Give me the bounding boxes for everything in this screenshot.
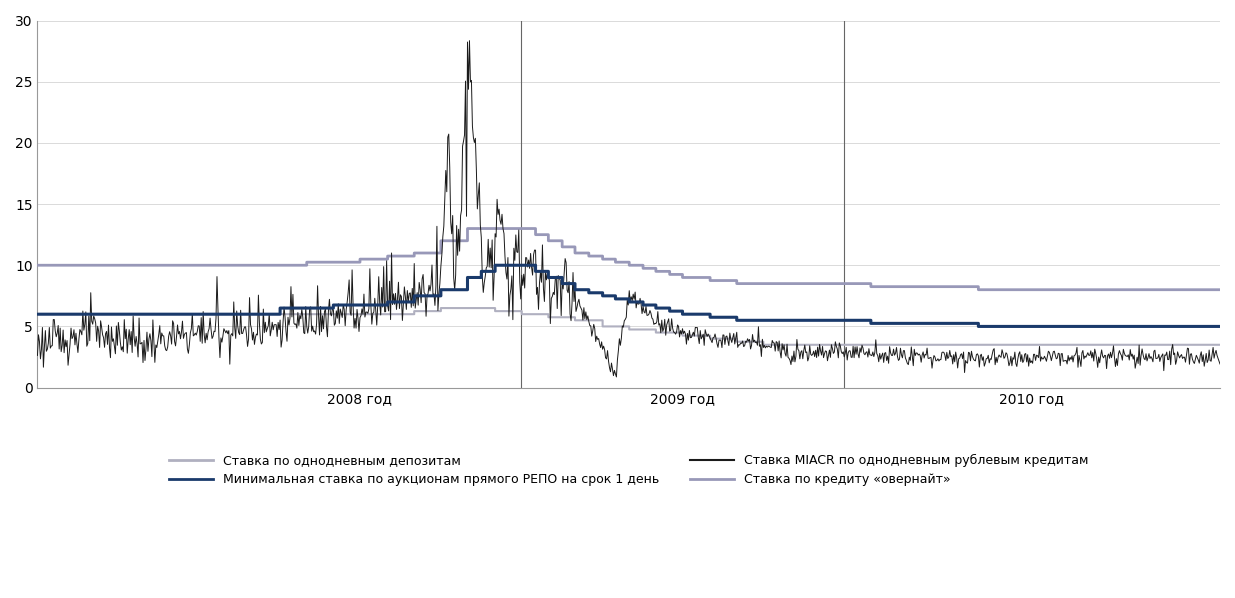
Legend: Ставка по однодневным депозитам, Минимальная ставка по аукционам прямого РЕПО на: Ставка по однодневным депозитам, Минимал… [164, 449, 1093, 492]
